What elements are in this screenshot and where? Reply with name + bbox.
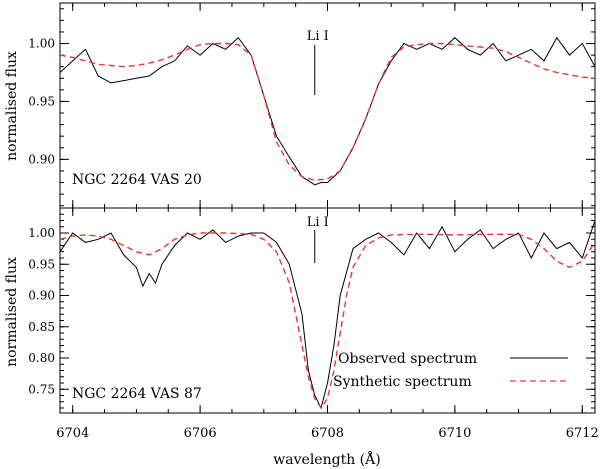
x-tick-label: 6708 [311,426,344,441]
x-tick-label: 6706 [184,426,217,441]
y-tick-label: 0.90 [28,289,55,303]
x-tick-label: 6710 [438,426,471,441]
top-spectra [59,36,596,186]
bottom-panel: 6704 6706 6708 6710 6712 0.75 0.80 0.85 0.90 0.95… [4,207,599,468]
observed-spectrum-line [59,220,596,410]
synthetic-spectrum-line [59,42,596,181]
x-tick-label: 6704 [56,426,89,441]
bottom-ylabel: normalised flux [4,257,20,367]
y-tick-label: 0.85 [28,320,55,334]
bottom-axis-ticks: 6704 6706 6708 6710 6712 0.75 0.80 0.85 0.90 0.95… [28,208,599,441]
observed-spectrum-line [59,36,596,186]
y-tick-label: 1.00 [28,37,55,51]
top-axis-ticks: 0.90 0.95 1.00 [28,3,595,208]
x-tick-label: 6712 [566,426,599,441]
bottom-li-label: Li I [307,215,329,230]
bottom-annotation: NGC 2264 VAS 87 [72,386,202,402]
y-tick-label: 0.80 [28,351,55,365]
y-tick-label: 0.95 [28,94,55,108]
x-axis-label: wavelength (Å) [273,450,380,468]
y-tick-label: 0.75 [28,382,55,396]
top-panel: 0.90 0.95 1.00 Li I NGC 2264 VAS 20 normal… [4,2,596,209]
legend: Observed spectrum Synthetic spectrum [333,351,568,390]
top-ylabel: normalised flux [4,51,20,161]
legend-label-observed: Observed spectrum [338,351,477,367]
synthetic-spectrum-line [59,232,596,410]
y-tick-label: 0.95 [28,257,55,271]
bottom-spectra [59,220,596,410]
top-annotation: NGC 2264 VAS 20 [72,172,202,188]
y-tick-label: 0.90 [28,152,55,166]
y-tick-label: 1.00 [28,226,55,240]
top-li-label: Li I [307,29,329,44]
legend-label-synthetic: Synthetic spectrum [333,374,472,390]
